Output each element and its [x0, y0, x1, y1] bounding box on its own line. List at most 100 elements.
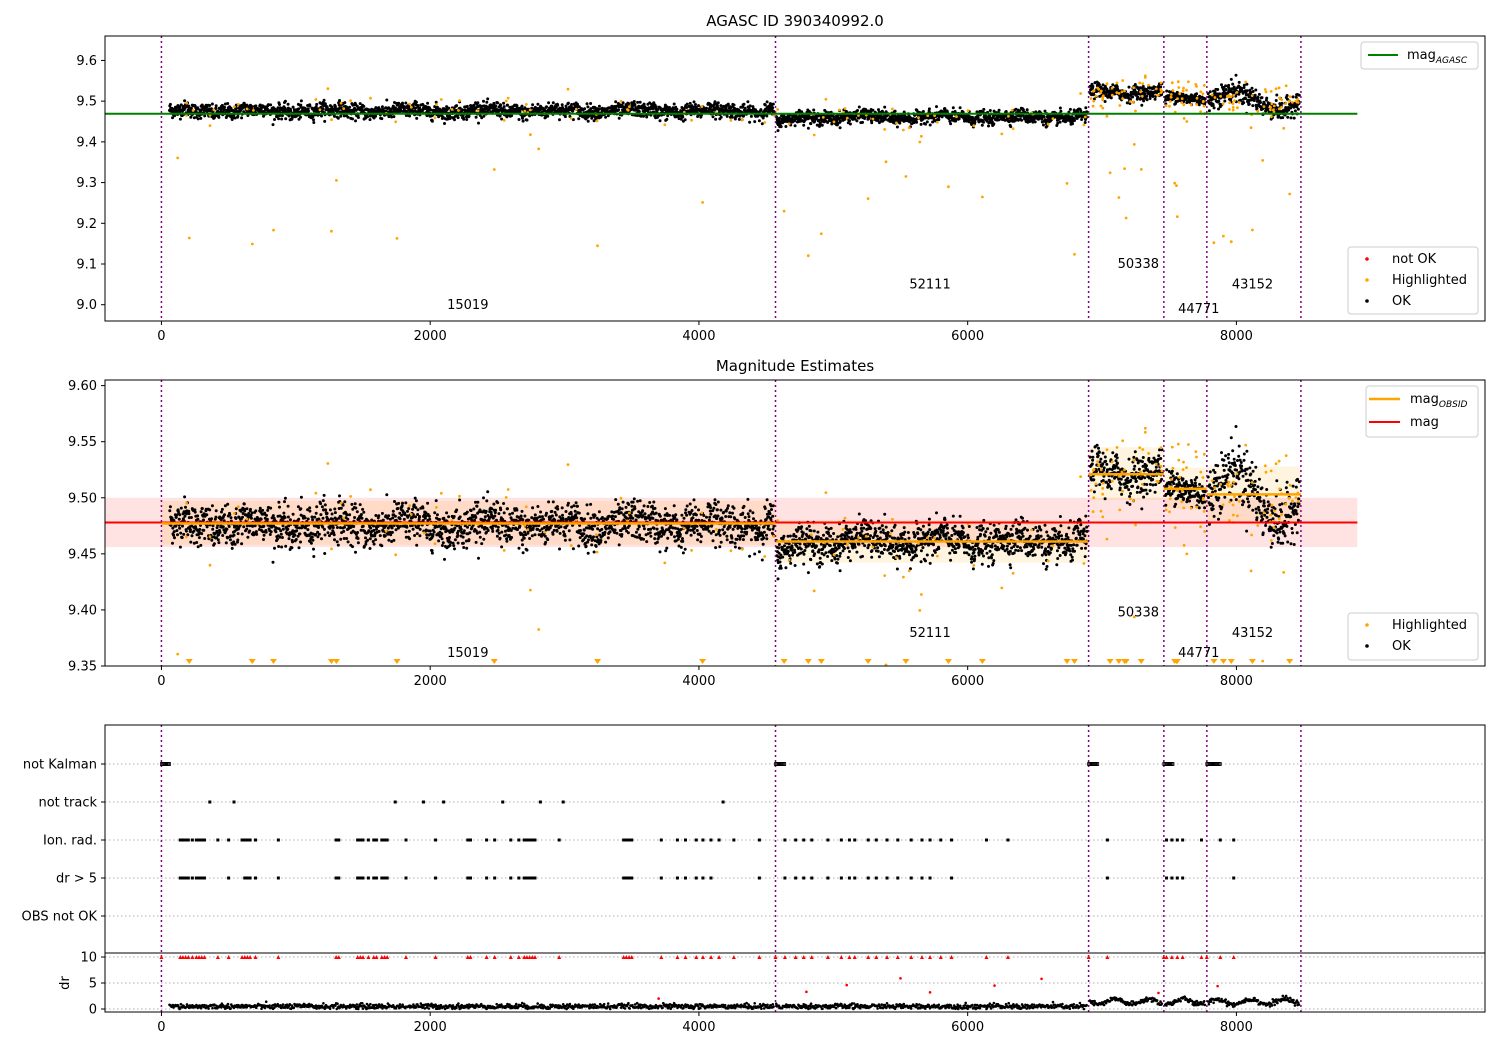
data-point — [895, 122, 898, 125]
obsid-label: 43152 — [1232, 277, 1273, 292]
data-point — [570, 117, 573, 120]
data-point — [1092, 90, 1095, 93]
data-point — [307, 110, 310, 113]
data-point — [273, 547, 276, 550]
data-point — [451, 108, 454, 111]
data-point — [324, 508, 327, 511]
data-point — [197, 117, 200, 120]
data-point — [208, 104, 211, 107]
data-point — [359, 503, 362, 506]
data-point — [211, 528, 214, 531]
data-point — [1059, 107, 1062, 110]
data-point — [1228, 101, 1231, 104]
data-point — [935, 105, 938, 108]
data-point — [1226, 95, 1229, 98]
data-point — [249, 508, 252, 511]
data-point — [821, 124, 824, 127]
data-point — [273, 118, 276, 121]
data-point — [697, 104, 700, 107]
data-point — [394, 120, 397, 123]
data-point — [262, 538, 265, 541]
data-point — [350, 503, 353, 506]
data-point — [1147, 84, 1150, 87]
data-point — [333, 533, 336, 536]
data-point — [214, 516, 217, 519]
data-point — [299, 541, 302, 544]
data-point — [184, 506, 187, 509]
data-point — [217, 116, 220, 119]
data-point — [628, 105, 631, 108]
data-point — [812, 109, 815, 112]
data-point — [1165, 104, 1168, 107]
data-point — [322, 517, 325, 520]
data-point — [339, 538, 342, 541]
data-point — [1182, 87, 1185, 90]
data-point — [1175, 184, 1178, 187]
data-point — [727, 103, 730, 106]
data-point — [818, 119, 821, 122]
data-point — [1286, 116, 1289, 119]
data-point — [254, 509, 257, 512]
data-point — [1144, 76, 1147, 79]
data-point — [178, 513, 181, 516]
data-point — [1180, 101, 1183, 104]
data-point — [387, 514, 390, 517]
data-point — [384, 514, 387, 517]
data-point — [738, 118, 741, 121]
data-point — [317, 526, 320, 529]
data-point — [1011, 109, 1014, 112]
data-point — [1139, 90, 1142, 93]
data-point — [284, 100, 287, 103]
data-point — [182, 533, 185, 536]
data-point — [327, 87, 330, 90]
data-point — [856, 109, 859, 112]
data-point — [251, 105, 254, 108]
data-point — [259, 507, 262, 510]
data-point — [277, 117, 280, 120]
data-point — [502, 102, 505, 105]
data-point — [392, 539, 395, 542]
data-point — [230, 516, 233, 519]
data-point — [1100, 105, 1103, 108]
data-point — [1172, 89, 1175, 92]
data-point — [1043, 116, 1046, 119]
data-point — [199, 544, 202, 547]
data-point — [1265, 97, 1268, 100]
data-point — [915, 121, 918, 124]
data-point — [1251, 104, 1254, 107]
data-point — [1275, 94, 1278, 97]
data-point — [1136, 96, 1139, 99]
obsid-label: 50338 — [1118, 257, 1159, 272]
data-point — [194, 511, 197, 514]
data-point — [340, 515, 343, 518]
data-point — [412, 528, 415, 531]
data-point — [415, 499, 418, 502]
data-point — [354, 507, 357, 510]
data-point — [642, 115, 645, 118]
data-point — [295, 529, 298, 532]
data-point — [312, 118, 315, 121]
data-point — [1208, 109, 1211, 112]
data-point — [1128, 86, 1131, 89]
data-point — [1261, 159, 1264, 162]
data-point — [1084, 116, 1087, 119]
data-point — [1092, 105, 1095, 108]
data-point — [265, 514, 268, 517]
data-point — [1134, 110, 1137, 113]
data-point — [270, 530, 273, 533]
data-point — [381, 512, 384, 515]
data-point — [399, 525, 402, 528]
y-tick-label: 9.4 — [76, 135, 97, 150]
data-point — [240, 542, 243, 545]
data-point — [1231, 83, 1234, 86]
data-point — [295, 538, 298, 541]
data-point — [1236, 91, 1239, 94]
data-point — [981, 196, 984, 199]
data-point — [720, 116, 723, 119]
data-point — [345, 513, 348, 516]
data-point — [1146, 98, 1149, 101]
data-point — [243, 503, 246, 506]
data-point — [372, 525, 375, 528]
data-point — [620, 100, 623, 103]
data-point — [839, 120, 842, 123]
